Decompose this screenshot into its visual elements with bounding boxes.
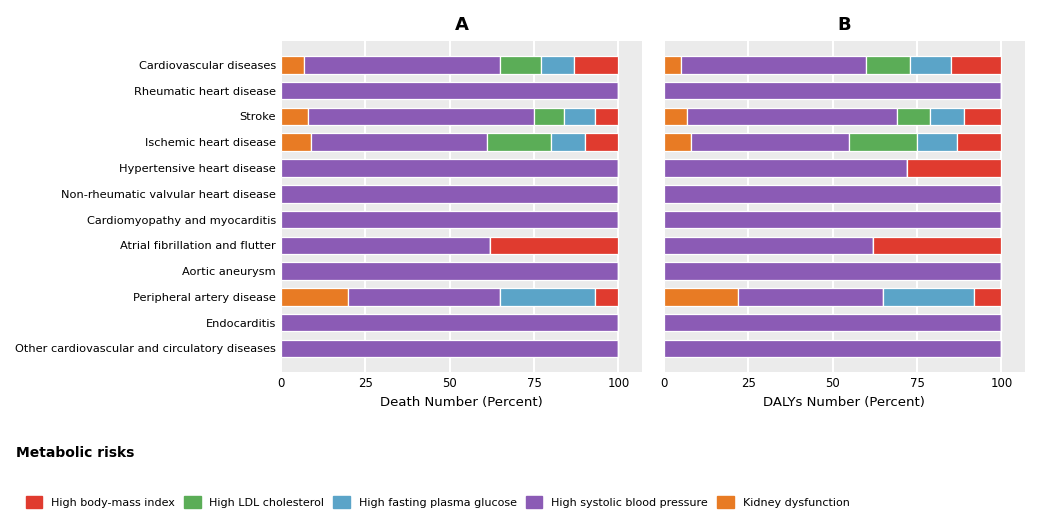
Bar: [664, 314, 1002, 332]
Bar: [664, 108, 687, 125]
Bar: [664, 288, 738, 305]
Bar: [958, 133, 1002, 151]
Bar: [308, 108, 534, 125]
Bar: [691, 133, 850, 151]
Bar: [687, 108, 896, 125]
Bar: [883, 288, 974, 305]
Bar: [281, 236, 490, 254]
Bar: [664, 236, 873, 254]
Bar: [281, 108, 308, 125]
Bar: [281, 56, 305, 74]
Bar: [487, 133, 551, 151]
Bar: [910, 56, 951, 74]
Bar: [866, 56, 910, 74]
Bar: [974, 288, 1002, 305]
Bar: [281, 133, 311, 151]
Bar: [664, 56, 680, 74]
Bar: [584, 133, 619, 151]
Bar: [680, 56, 866, 74]
Bar: [281, 263, 619, 280]
Bar: [951, 56, 1002, 74]
Bar: [305, 56, 500, 74]
Bar: [500, 288, 595, 305]
Text: Metabolic risks: Metabolic risks: [16, 446, 134, 460]
Bar: [917, 133, 958, 151]
Bar: [595, 108, 619, 125]
Bar: [738, 288, 883, 305]
Bar: [964, 108, 1002, 125]
Bar: [664, 159, 907, 177]
Bar: [281, 82, 619, 99]
Bar: [896, 108, 931, 125]
Bar: [565, 108, 595, 125]
Bar: [574, 56, 619, 74]
Bar: [664, 211, 1002, 228]
Legend: High body-mass index, High LDL cholesterol, High fasting plasma glucose, High sy: High body-mass index, High LDL cholester…: [21, 492, 854, 512]
Bar: [664, 133, 691, 151]
Bar: [281, 339, 619, 357]
Bar: [931, 108, 964, 125]
Bar: [348, 288, 500, 305]
Bar: [595, 288, 619, 305]
Bar: [500, 56, 541, 74]
Bar: [664, 185, 1002, 202]
X-axis label: Death Number (Percent): Death Number (Percent): [380, 395, 543, 408]
Bar: [281, 314, 619, 332]
X-axis label: DALYs Number (Percent): DALYs Number (Percent): [763, 395, 926, 408]
Bar: [281, 159, 619, 177]
Bar: [850, 133, 917, 151]
Bar: [281, 211, 619, 228]
Bar: [311, 133, 487, 151]
Text: B: B: [837, 16, 851, 35]
Bar: [664, 82, 1002, 99]
Bar: [281, 185, 619, 202]
Bar: [551, 133, 584, 151]
Bar: [907, 159, 1002, 177]
Bar: [541, 56, 574, 74]
Bar: [664, 263, 1002, 280]
Text: A: A: [454, 16, 468, 35]
Bar: [490, 236, 619, 254]
Bar: [664, 339, 1002, 357]
Bar: [873, 236, 1002, 254]
Bar: [281, 288, 348, 305]
Bar: [534, 108, 565, 125]
